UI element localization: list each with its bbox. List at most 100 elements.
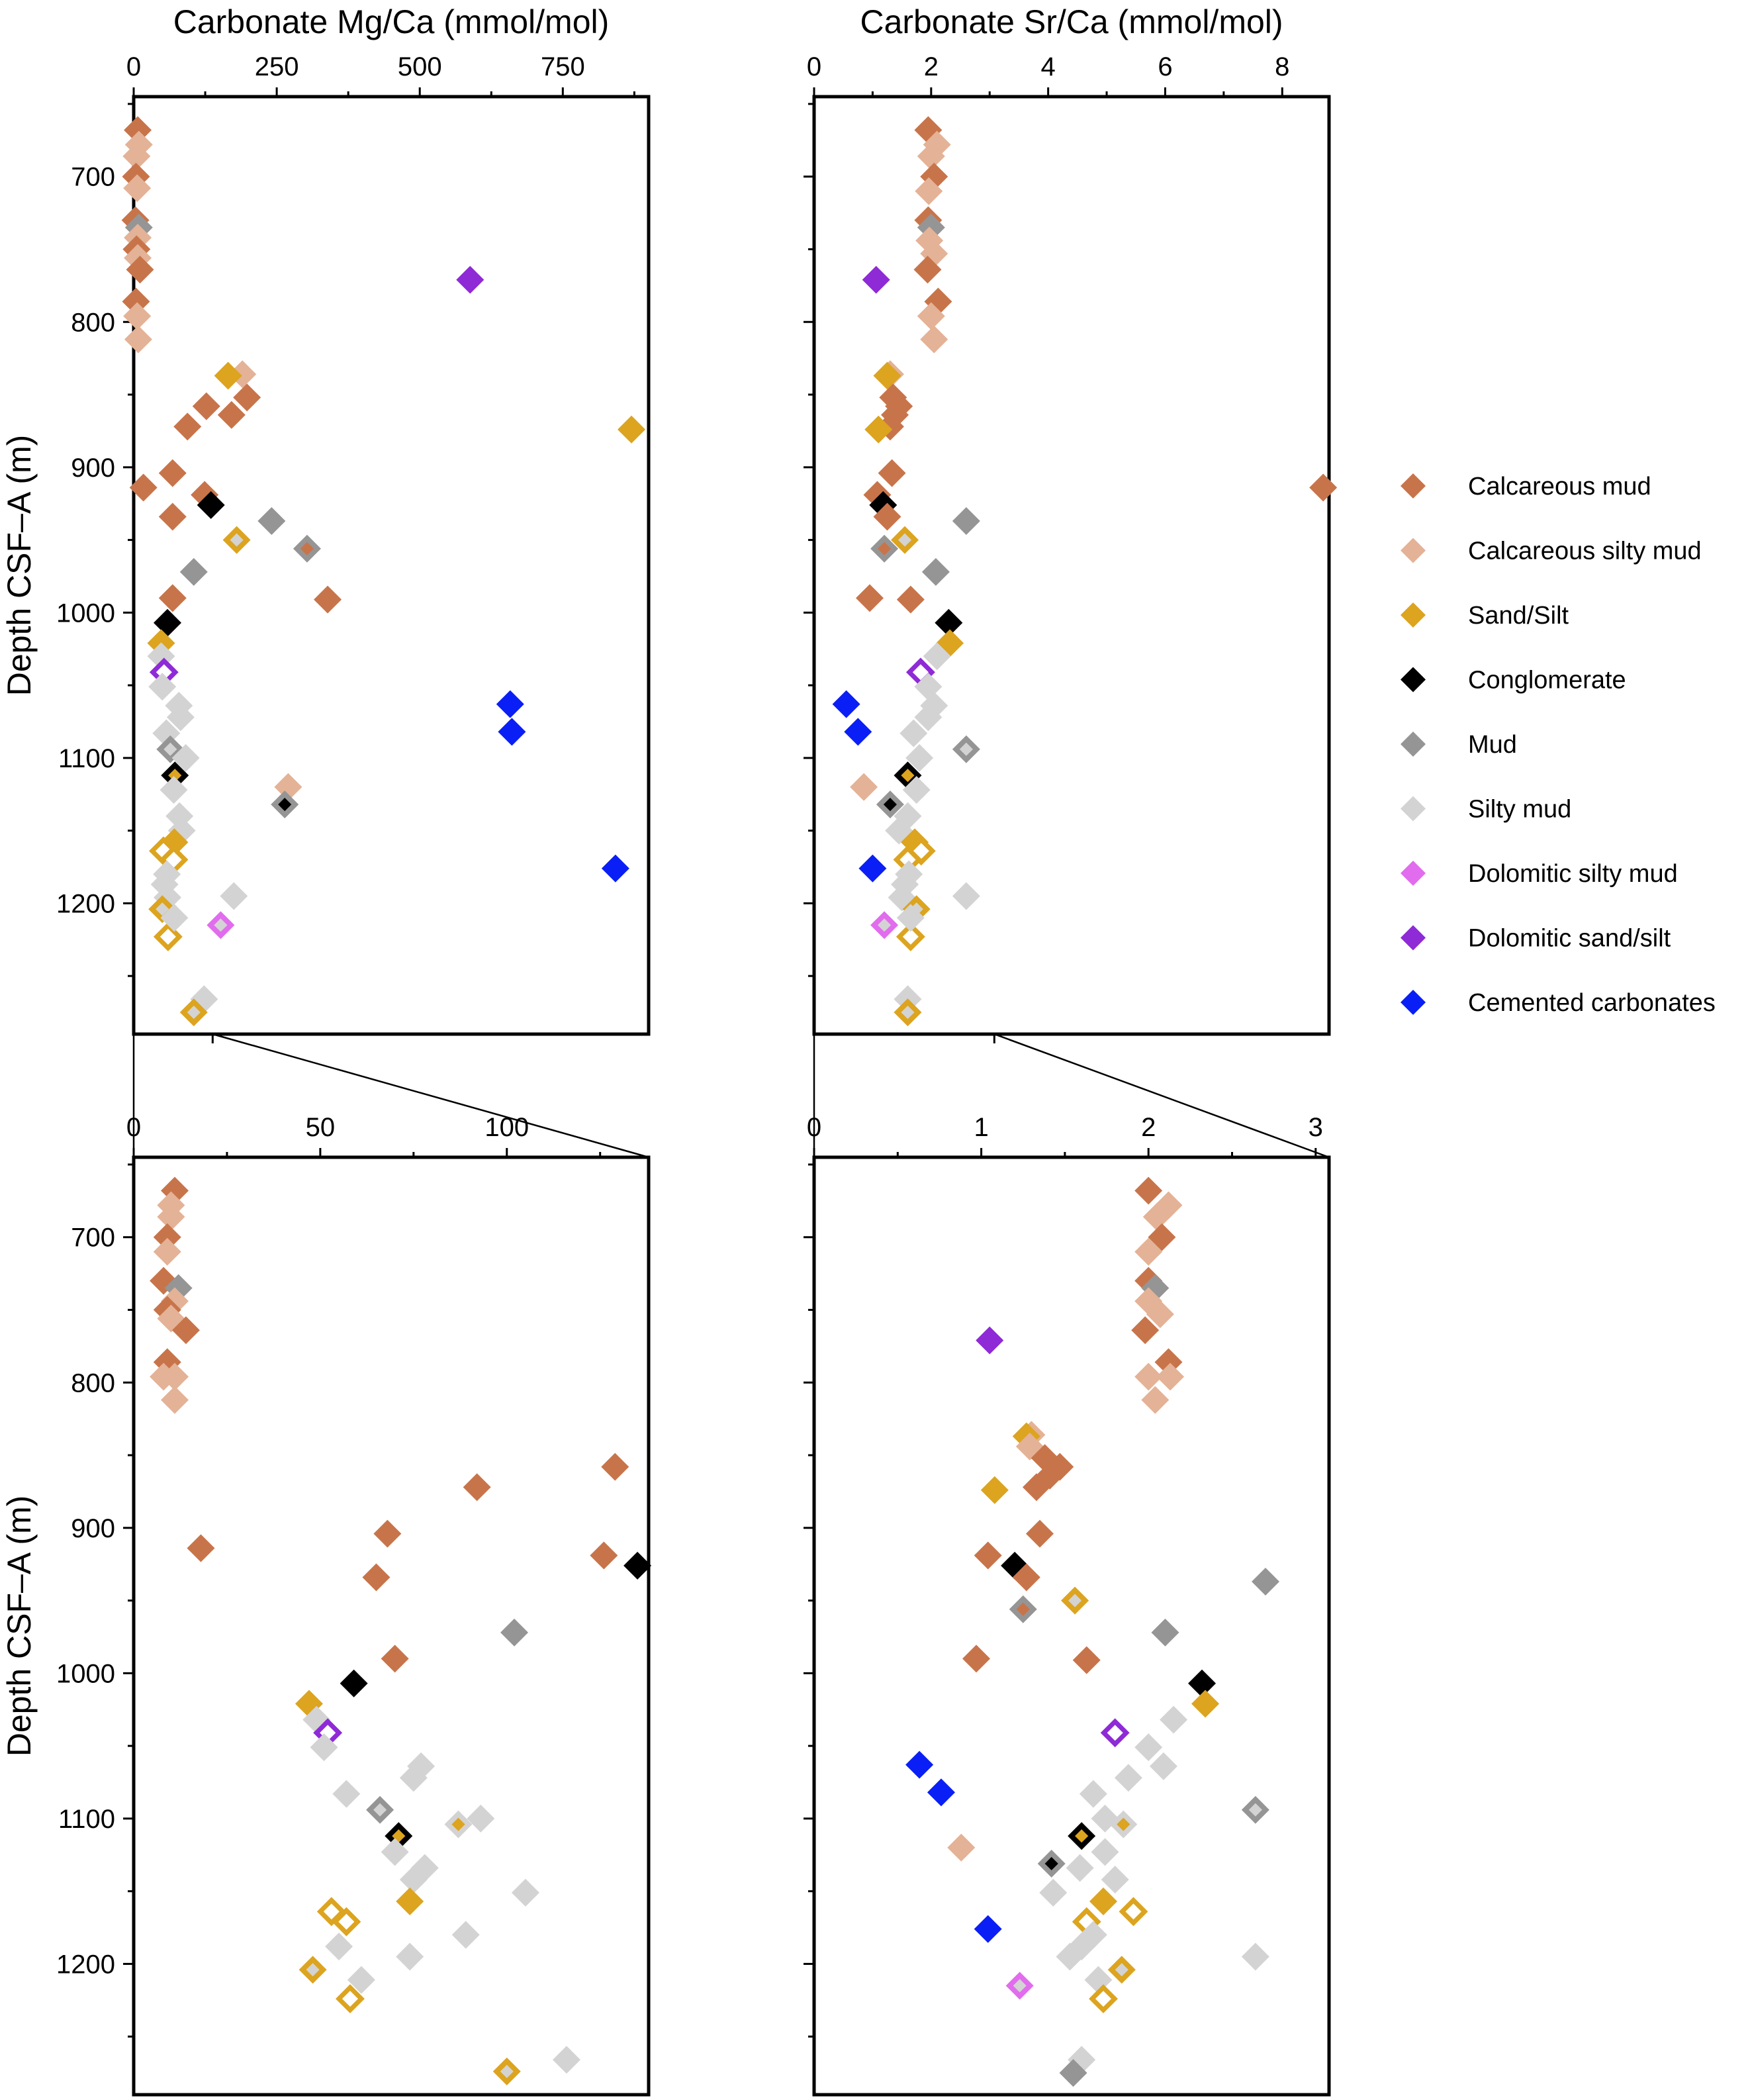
data-point — [850, 773, 878, 801]
y-axis-title: Depth CSF–A (m) — [1, 435, 38, 696]
data-point — [500, 1618, 529, 1647]
data-point — [396, 1887, 424, 1916]
data-point — [1119, 1897, 1148, 1927]
y-tick-label: 1100 — [58, 744, 115, 773]
data-point — [129, 473, 158, 502]
data-point — [858, 854, 887, 883]
data-point — [456, 265, 484, 294]
y-tick-label: 900 — [71, 1514, 115, 1543]
data-point-core — [959, 742, 973, 756]
data-point — [124, 325, 152, 354]
legend-marker — [1401, 925, 1426, 951]
data-point — [362, 1563, 391, 1592]
data-point — [1148, 1223, 1176, 1251]
data-point — [1059, 2059, 1087, 2087]
data-point — [1134, 1733, 1163, 1762]
data-point — [467, 1804, 495, 1833]
data-point-core — [230, 533, 244, 547]
data-point — [1146, 1300, 1174, 1329]
panel-mg-ca-full: 0 250 500 750 700 800 900 1000 1100 1200 Carbonate… — [1, 3, 651, 1036]
data-point — [123, 302, 152, 330]
data-point — [233, 383, 261, 412]
data-point-core — [373, 1803, 387, 1817]
data-point — [1149, 1752, 1177, 1780]
data-point — [873, 361, 901, 390]
y-tick-label: 900 — [71, 453, 115, 483]
data-point — [122, 142, 151, 171]
data-point — [914, 703, 943, 732]
data-point-core — [1068, 1594, 1082, 1607]
data-point — [332, 1907, 361, 1936]
data-point — [166, 703, 195, 732]
data-point-core — [214, 918, 228, 932]
y-tick-label: 1000 — [56, 1659, 115, 1688]
data-point — [173, 412, 202, 441]
data-point — [171, 743, 200, 772]
data-point — [153, 1237, 181, 1266]
x-tick-label: 6 — [1158, 52, 1172, 81]
x-tick-label: 0 — [126, 1113, 141, 1142]
data-point — [915, 177, 943, 205]
data-point — [1188, 1669, 1217, 1697]
data-point — [158, 459, 187, 487]
data-point — [381, 1645, 409, 1673]
panel-mg-ca-zoom: 0 50 100 700 800 900 1000 1100 1200 Depth CSF–A (… — [1, 1113, 652, 2097]
data-point — [913, 256, 942, 284]
data-point — [147, 642, 175, 671]
legend-label: Cemented carbonates — [1468, 989, 1716, 1017]
legend-marker — [1401, 861, 1426, 886]
y-tick-label: 1100 — [58, 1805, 115, 1834]
y-tick-label: 800 — [71, 308, 115, 337]
data-point — [896, 904, 925, 932]
x-tick-label: 2 — [1141, 1113, 1156, 1142]
data-point — [601, 854, 629, 883]
zoom-connector-right — [993, 1033, 1330, 1159]
data-point — [153, 860, 181, 888]
legend-label: Dolomitic sand/silt — [1468, 925, 1671, 953]
data-point — [257, 507, 286, 536]
data-point — [976, 1326, 1004, 1355]
data-point — [864, 415, 893, 444]
data-point — [217, 401, 246, 429]
data-point — [1309, 473, 1338, 502]
data-point — [498, 718, 526, 746]
data-point-core — [897, 533, 912, 547]
data-point-core — [1248, 1803, 1262, 1817]
x-tick-label: 2 — [924, 52, 939, 81]
legend-label: Dolomitic silty mud — [1468, 860, 1678, 888]
data-point — [935, 608, 963, 637]
data-point-core — [278, 798, 292, 812]
x-axis-title: Carbonate Sr/Ca (mmol/mol) — [860, 3, 1283, 40]
data-point — [927, 1778, 955, 1807]
data-point-core — [300, 542, 314, 555]
data-point — [161, 1362, 189, 1391]
data-point — [917, 302, 945, 330]
data-point-core — [1016, 1602, 1030, 1616]
data-point — [192, 392, 220, 420]
data-point — [896, 585, 925, 614]
data-point — [1089, 1887, 1117, 1916]
data-point — [179, 557, 208, 586]
data-point — [618, 415, 646, 444]
x-tick-label: 100 — [484, 1113, 529, 1142]
legend-marker — [1401, 732, 1426, 757]
x-tick-label: 750 — [541, 52, 585, 81]
data-point — [214, 361, 242, 390]
data-point — [1012, 1563, 1040, 1592]
data-point — [844, 718, 872, 746]
legend-marker — [1401, 990, 1426, 1015]
data-point — [1089, 1984, 1118, 2014]
data-point — [974, 1915, 1002, 1943]
data-points-sr-zoom — [905, 1176, 1280, 2087]
data-point — [899, 719, 928, 747]
data-point — [1134, 1237, 1163, 1266]
data-point — [1072, 1646, 1101, 1674]
legend-label: Calcareous silty mud — [1468, 538, 1702, 565]
y-tick-label: 800 — [71, 1368, 115, 1398]
x-tick-label: 0 — [807, 1113, 821, 1142]
data-point — [152, 719, 181, 747]
data-point-core — [878, 542, 892, 555]
data-point-core — [306, 1963, 320, 1977]
y-tick-label: 700 — [71, 1223, 115, 1253]
data-point-core — [901, 769, 915, 783]
